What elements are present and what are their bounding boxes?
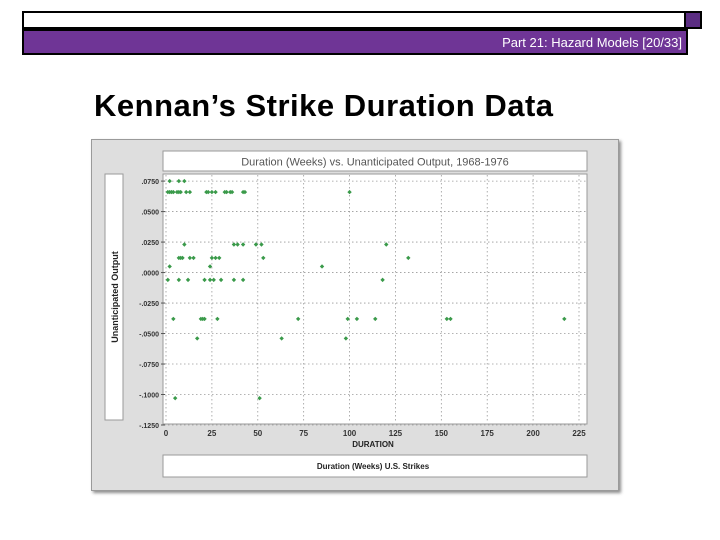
data-point <box>240 277 246 283</box>
data-point <box>257 395 262 401</box>
y-axis-label: Unanticipated Output <box>110 251 120 343</box>
data-point <box>167 178 172 184</box>
chart-title: Duration (Weeks) vs. Unanticipated Outpu… <box>241 157 509 169</box>
y-tick-label: .0500 <box>141 210 159 217</box>
data-point <box>187 255 193 261</box>
y-tick-label: .0750 <box>141 179 159 186</box>
data-point <box>217 255 222 261</box>
data-point <box>167 264 172 269</box>
data-point <box>215 316 220 322</box>
data-point <box>182 178 187 184</box>
data-point <box>209 255 215 261</box>
data-point <box>171 189 176 195</box>
x-tick-label: 225 <box>572 429 586 438</box>
data-point <box>231 277 237 283</box>
x-tick-label: 75 <box>299 429 308 438</box>
data-point <box>185 277 191 283</box>
data-point <box>165 277 171 283</box>
legend-label: Duration (Weeks) U.S. Strikes <box>317 462 430 471</box>
data-point <box>295 316 301 322</box>
data-point <box>211 277 216 283</box>
data-point <box>253 242 259 247</box>
x-tick-label: 50 <box>253 429 262 438</box>
data-point <box>209 189 215 195</box>
y-axis-label-box <box>104 173 124 421</box>
data-point <box>229 189 235 195</box>
header-corner-square <box>686 11 702 29</box>
data-point <box>231 242 237 247</box>
data-point <box>183 189 189 195</box>
data-point <box>343 336 349 341</box>
data-point <box>213 189 218 195</box>
y-tick-label: -.0500 <box>139 332 159 339</box>
data-point <box>259 242 264 247</box>
data-point <box>242 189 248 195</box>
data-points <box>165 178 567 401</box>
y-tick-label: -.0250 <box>139 301 159 308</box>
data-point <box>380 277 385 283</box>
data-point <box>206 189 211 195</box>
x-axis-label: DURATION <box>352 440 394 449</box>
slide-number-label: Part 21: Hazard Models [20/33] <box>502 35 682 50</box>
data-point <box>384 242 389 247</box>
data-point <box>171 316 176 322</box>
y-tick-label: -.0750 <box>139 362 159 369</box>
x-tick-label: 0 <box>164 429 169 438</box>
plot-area <box>162 173 588 425</box>
data-point <box>373 316 378 322</box>
data-point <box>347 189 352 195</box>
data-point <box>444 316 450 322</box>
data-point <box>319 264 325 269</box>
header-bar: Part 21: Hazard Models [20/33] <box>22 29 688 55</box>
data-point <box>562 316 567 322</box>
y-tick-label: .0000 <box>141 271 159 278</box>
data-point <box>235 242 240 247</box>
data-point <box>213 255 218 261</box>
x-tick-label: 175 <box>481 429 495 438</box>
data-point <box>218 277 224 283</box>
x-tick-label: 150 <box>435 429 449 438</box>
data-point <box>448 316 453 322</box>
x-tick-label: 125 <box>389 429 403 438</box>
x-tick-label: 200 <box>526 429 540 438</box>
data-point <box>176 178 182 184</box>
data-point <box>187 189 193 195</box>
slide-title: Kennan’s Strike Duration Data <box>94 88 554 123</box>
data-point <box>202 277 207 283</box>
data-point <box>180 255 185 261</box>
data-point <box>261 255 266 261</box>
data-point <box>207 264 213 269</box>
data-point <box>172 395 178 401</box>
y-tick-label: -.1250 <box>139 423 159 430</box>
data-point <box>191 255 196 261</box>
data-point <box>406 255 411 261</box>
data-point <box>345 316 350 322</box>
x-tick-label: 25 <box>207 429 216 438</box>
data-point <box>176 277 182 283</box>
data-point <box>279 336 284 341</box>
header-top-bar <box>22 11 686 29</box>
data-point <box>207 277 213 283</box>
chart-title-box <box>162 150 588 172</box>
y-tick-label: -.1000 <box>139 393 159 400</box>
data-point <box>182 242 187 247</box>
data-point <box>178 189 183 195</box>
data-point <box>240 242 246 247</box>
x-tick-label: 100 <box>343 429 357 438</box>
legend-box <box>162 454 588 478</box>
data-point <box>195 336 200 341</box>
axis-ticks: 0 25 50 75 100 125 150 175 200 225 .0750 .0500 .0250… <box>139 179 586 438</box>
data-point <box>224 189 229 195</box>
data-point <box>202 316 207 322</box>
grid-lines <box>164 175 586 426</box>
y-tick-label: .0250 <box>141 240 159 247</box>
data-point <box>354 316 360 322</box>
